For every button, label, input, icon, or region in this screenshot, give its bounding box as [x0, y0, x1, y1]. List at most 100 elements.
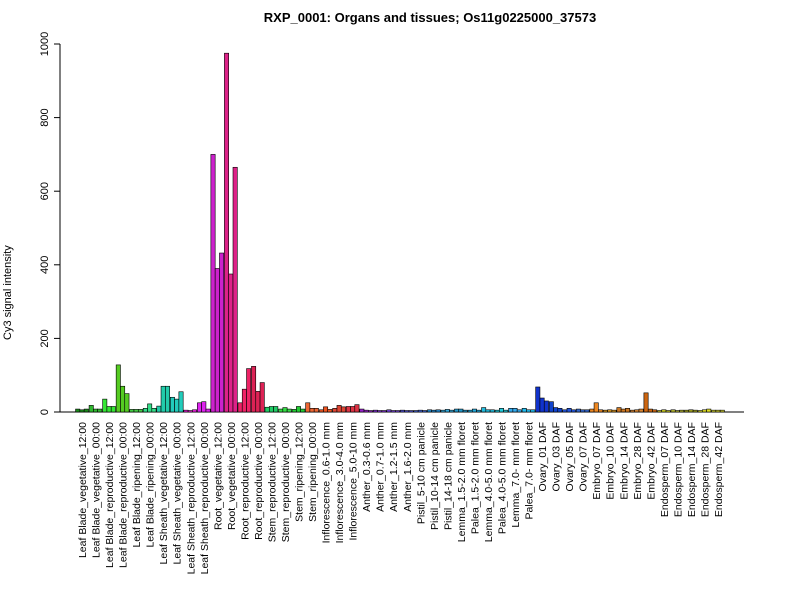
bar	[197, 402, 202, 413]
bar	[160, 385, 166, 413]
x-tick-label: Anther_0.7-1.0 mm	[375, 422, 387, 512]
bar	[611, 409, 617, 413]
chart-title: RXP_0001: Organs and tissues; Os11g02250…	[263, 10, 597, 25]
bar	[228, 273, 234, 413]
bar	[589, 408, 595, 413]
bar	[147, 403, 153, 413]
x-tick-label: Ovary_07 DAF	[578, 422, 590, 491]
bar	[313, 408, 319, 413]
bar	[400, 409, 405, 413]
x-tick-label: Lemma_4.0-5.0 mm floret	[483, 422, 495, 542]
bar	[548, 401, 554, 413]
bar	[489, 409, 495, 413]
x-tick-label: Root_vegetative_12:00	[212, 422, 224, 530]
bar	[719, 409, 725, 413]
bar	[323, 406, 329, 413]
bar	[467, 409, 473, 413]
bar	[273, 406, 279, 413]
y-tick-label: 0	[39, 409, 51, 415]
x-tick-label: Endosperm_42 DAF	[713, 422, 725, 517]
bar	[395, 410, 400, 413]
bar	[427, 409, 432, 413]
bar	[327, 409, 333, 413]
x-tick-label: Leaf Blade_ripening_12:00	[131, 422, 143, 548]
x-tick-label: Stem_ripening_00:00	[307, 422, 319, 522]
bar	[282, 407, 288, 413]
bar	[359, 408, 365, 413]
bar	[224, 52, 229, 413]
bar	[377, 410, 383, 413]
bar	[368, 410, 373, 413]
bar	[183, 409, 189, 413]
bar	[440, 409, 446, 413]
bar	[620, 408, 626, 413]
bar	[580, 409, 586, 413]
bar	[570, 409, 576, 413]
y-tick-label: 400	[39, 256, 51, 274]
x-tick-label: Stem_ripening_12:00	[294, 422, 306, 522]
bar	[530, 409, 536, 413]
x-tick-label: Stem_reproductive_12:00	[266, 422, 278, 542]
bar	[657, 410, 663, 413]
bar	[584, 409, 590, 413]
x-tick-label: Ovary_05 DAF	[564, 422, 576, 491]
bar	[363, 409, 369, 413]
bar	[602, 409, 608, 413]
x-tick-label: Leaf Sheath_reproductive_00:00	[199, 422, 211, 575]
x-tick-label: Pistil_5-10 cm panicle	[415, 422, 427, 524]
bar	[435, 409, 441, 413]
bar	[350, 406, 356, 413]
bar	[336, 405, 342, 413]
x-tick-label: Root_reproductive_12:00	[239, 422, 251, 540]
bar	[259, 382, 265, 413]
x-tick-label: Anther_1.2-1.5 mm	[388, 422, 400, 512]
bar	[512, 408, 518, 413]
bar	[562, 409, 568, 413]
y-tick-label: 800	[39, 108, 51, 126]
bar	[516, 409, 522, 413]
x-tick-label: Ovary_01 DAF	[537, 422, 549, 491]
x-tick-label: Leaf Sheath_vegetative_00:00	[172, 422, 184, 565]
bar	[174, 398, 180, 413]
bar	[93, 408, 98, 413]
bar	[462, 409, 468, 413]
x-tick-label: Leaf Blade_reproductive_00:00	[118, 422, 130, 568]
bar	[711, 409, 717, 413]
x-tick-label: Ovary_03 DAF	[551, 422, 563, 491]
bar	[210, 154, 216, 413]
bar	[88, 405, 94, 413]
x-tick-label: Palea_7.0- mm floret	[524, 422, 536, 520]
x-tick-label: Embryo_28 DAF	[632, 422, 644, 500]
y-tick-label: 200	[39, 329, 51, 347]
bar	[97, 408, 103, 413]
bar	[340, 406, 346, 413]
bar	[255, 391, 261, 413]
bar	[647, 408, 653, 413]
bar	[431, 409, 437, 413]
bar	[169, 396, 175, 413]
bar	[83, 408, 89, 413]
bar	[697, 410, 703, 413]
bar	[79, 409, 85, 413]
x-tick-label: Root_vegetative_00:00	[226, 422, 238, 530]
bar	[214, 268, 220, 413]
bar	[417, 409, 423, 413]
bar	[521, 408, 527, 413]
bar	[535, 386, 541, 413]
bar	[503, 409, 509, 413]
bar	[332, 408, 338, 413]
y-tick-label: 600	[39, 182, 51, 200]
bar	[232, 166, 238, 413]
x-tick-label: Stem_reproductive_00:00	[280, 422, 292, 542]
x-tick-label: Endosperm_07 DAF	[659, 422, 671, 517]
bar	[296, 406, 301, 413]
bar	[404, 410, 410, 413]
bar	[413, 410, 419, 413]
bar	[129, 409, 135, 413]
x-tick-label: Anther_0.3-0.6 mm	[361, 422, 373, 512]
x-tick-label: Lemma_1.5-2.0 mm floret	[456, 422, 468, 542]
x-tick-label: Leaf Blade_vegetative_12:00	[77, 422, 89, 558]
bar	[205, 408, 211, 413]
